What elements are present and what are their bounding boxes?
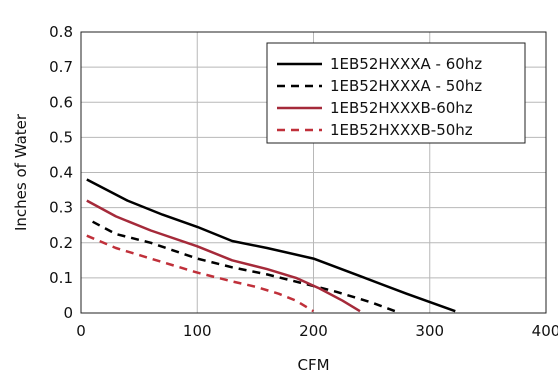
x-tick-label: 300 (415, 322, 444, 340)
x-tick-label: 100 (183, 322, 212, 340)
x-tick-labels: 0 100 200 300 400 (76, 322, 558, 340)
y-tick-label: 0 (63, 304, 73, 322)
y-tick-labels: 0 0.1 0.2 0.3 0.4 0.5 0.6 0.7 0.8 (49, 23, 73, 322)
series-line-3 (86, 234, 315, 313)
y-axis-label: Inches of Water (12, 113, 30, 231)
plot-frame (80, 31, 547, 314)
legend-entry-a-50hz: 1EB52HXXXA - 50hz (330, 77, 482, 95)
y-tick-label: 0.6 (49, 93, 73, 111)
y-tick-label: 0.7 (49, 58, 73, 76)
x-tick-label: 200 (299, 322, 328, 340)
x-tick-label: 0 (76, 322, 86, 340)
series-line-2 (86, 199, 361, 313)
legend-box (266, 42, 526, 144)
y-tick-label: 0.2 (49, 234, 73, 252)
legend-entry-a-60hz: 1EB52HXXXA - 60hz (330, 55, 482, 73)
series-lines (86, 178, 456, 314)
series-line-0 (86, 178, 456, 313)
x-axis-label: CFM (297, 356, 329, 374)
legend-entry-b-60hz: 1EB52HXXXB-60hz (330, 99, 473, 117)
legend-entry-b-50hz: 1EB52HXXXB-50hz (330, 121, 473, 139)
x-tick-label: 400 (532, 322, 558, 340)
y-tick-label: 0.1 (49, 269, 73, 287)
y-tick-label: 0.8 (49, 23, 73, 41)
y-tick-label: 0.4 (49, 164, 73, 182)
y-tick-label: 0.5 (49, 128, 73, 146)
legend: 1EB52HXXXA - 60hz 1EB52HXXXA - 50hz 1EB5… (266, 42, 526, 144)
y-tick-label: 0.3 (49, 199, 73, 217)
series-line-1 (92, 220, 398, 314)
